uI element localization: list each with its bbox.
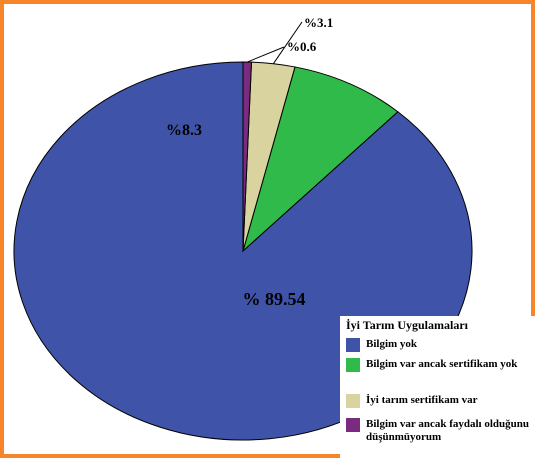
legend-swatch bbox=[346, 338, 360, 352]
slice-label-sertifikam-yok: %8.3 bbox=[166, 122, 202, 139]
legend-item-sertifikam-yok: Bilgim var ancak sertifikam yok bbox=[346, 358, 535, 372]
legend-label: İyi tarım sertifikam var bbox=[366, 394, 478, 406]
legend: İyi Tarım Uygulamaları Bilgim yok Bilgim… bbox=[340, 316, 535, 462]
slice-label-faydali-degil: %0.6 bbox=[287, 39, 317, 54]
legend-title: İyi Tarım Uygulamaları bbox=[346, 318, 469, 332]
legend-label: Bilgim var ancak sertifikam yok bbox=[366, 358, 518, 370]
leader-line-faydali-degil bbox=[247, 46, 285, 63]
pie-slice-bilgim-var-ancak-faydal-oldu-unu-d-nm-yorum bbox=[242, 61, 253, 252]
legend-swatch bbox=[346, 394, 360, 408]
leader-lines bbox=[247, 21, 303, 64]
slice-label-sertifikam-var: %3.1 bbox=[304, 15, 333, 30]
leader-line-sertifikam-var bbox=[272, 21, 303, 64]
legend-item-bilgim-yok: Bilgim yok bbox=[346, 338, 535, 352]
pie-slice-bilgim-var-ancak-sertifikam-yok bbox=[242, 66, 399, 253]
legend-item-faydali-degil: Bilgim var ancak faydalı olduğunu düşünm… bbox=[346, 418, 535, 444]
slice-labels: % 89.54 %8.3 %3.1 %0.6 bbox=[166, 15, 333, 309]
legend-label: Bilgim yok bbox=[366, 338, 418, 350]
legend-swatch bbox=[346, 418, 360, 432]
slice-label-bilgim-yok: % 89.54 bbox=[243, 289, 306, 309]
legend-item-sertifikam-var: İyi tarım sertifikam var bbox=[346, 394, 535, 408]
legend-label: Bilgim var ancak faydalı olduğunu düşünm… bbox=[366, 418, 530, 443]
legend-swatch bbox=[346, 358, 360, 372]
